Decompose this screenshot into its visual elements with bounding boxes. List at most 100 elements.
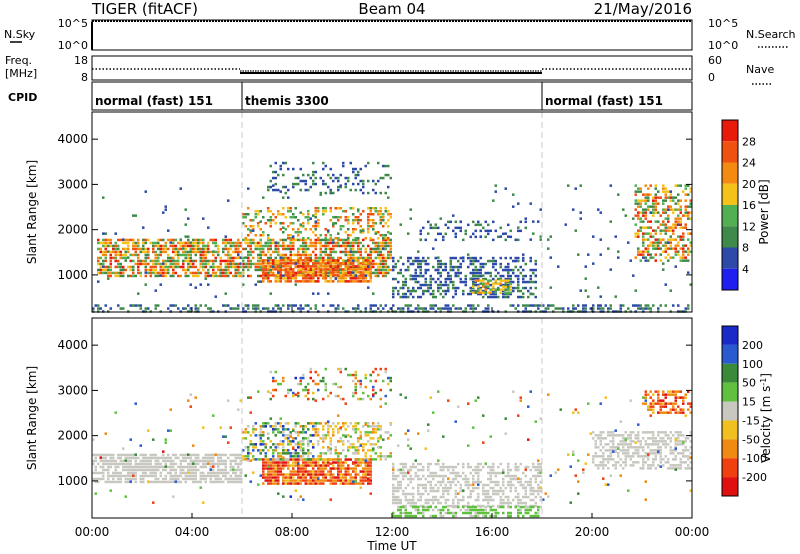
heat-cell bbox=[434, 268, 437, 272]
heat-cell bbox=[499, 495, 502, 499]
heat-cell bbox=[502, 292, 505, 296]
heat-cell bbox=[662, 190, 665, 193]
heat-cell bbox=[502, 283, 505, 287]
heat-cell bbox=[372, 222, 375, 225]
heat-cell bbox=[487, 307, 490, 310]
heat-cell bbox=[382, 225, 385, 228]
heat-cell bbox=[417, 492, 420, 496]
heat-cell bbox=[484, 483, 487, 487]
heat-cell bbox=[594, 455, 597, 458]
heat-cell bbox=[197, 274, 200, 278]
heat-cell bbox=[169, 477, 172, 481]
heat-cell bbox=[299, 223, 302, 226]
heat-cell bbox=[217, 480, 220, 484]
heat-cell bbox=[582, 307, 585, 310]
heat-cell bbox=[197, 462, 200, 466]
heat-cell bbox=[684, 256, 687, 259]
heat-cell bbox=[347, 473, 350, 476]
heat-cell bbox=[312, 455, 315, 458]
heat-cell bbox=[232, 459, 235, 463]
heat-cell bbox=[342, 434, 345, 437]
heat-cell bbox=[367, 470, 370, 473]
heat-cell bbox=[99, 271, 102, 275]
heat-cell bbox=[437, 268, 440, 272]
colorbar-swatch-4 bbox=[722, 205, 738, 227]
heat-cell bbox=[479, 508, 482, 512]
heat-cell bbox=[317, 268, 320, 271]
heat-cell bbox=[207, 247, 210, 251]
heat-cell bbox=[302, 470, 305, 473]
heat-cell bbox=[222, 271, 225, 275]
heat-cell bbox=[332, 461, 335, 464]
heat-cell bbox=[269, 280, 272, 283]
heat-cell bbox=[329, 458, 332, 461]
heat-cell bbox=[214, 274, 217, 278]
heat-cell bbox=[257, 274, 260, 278]
heat-cell bbox=[172, 259, 175, 262]
heat-cell bbox=[592, 304, 595, 307]
heat-cell bbox=[479, 256, 482, 260]
heat-cell bbox=[289, 262, 292, 265]
heat-cell bbox=[322, 440, 325, 443]
heat-cell bbox=[452, 280, 455, 284]
heat-cell bbox=[192, 471, 195, 475]
heat-cell bbox=[392, 501, 395, 505]
heat-cell bbox=[164, 205, 167, 208]
heat-cell bbox=[174, 238, 177, 242]
heat-cell bbox=[487, 280, 490, 284]
heat-cell bbox=[114, 256, 117, 260]
heat-cell bbox=[612, 449, 615, 452]
heat-cell bbox=[367, 458, 370, 461]
heat-cell bbox=[289, 482, 292, 485]
heat-cell bbox=[337, 176, 340, 180]
heat-cell bbox=[319, 455, 322, 458]
heat-cell bbox=[677, 241, 680, 244]
heat-cell bbox=[207, 283, 210, 286]
heat-cell bbox=[654, 259, 657, 262]
heat-cell bbox=[107, 277, 110, 280]
heat-cell bbox=[294, 443, 297, 446]
heat-cell bbox=[484, 235, 487, 239]
heat-cell bbox=[359, 262, 362, 265]
heat-cell bbox=[492, 220, 495, 224]
heat-cell bbox=[574, 187, 577, 190]
heat-cell bbox=[214, 295, 217, 298]
heat-cell bbox=[497, 286, 500, 290]
heat-cell bbox=[294, 216, 297, 219]
heat-cell bbox=[179, 468, 182, 472]
heat-cell bbox=[314, 434, 317, 437]
heat-cell bbox=[472, 286, 475, 290]
heat-cell bbox=[429, 277, 432, 281]
heat-cell bbox=[177, 241, 180, 245]
heat-cell bbox=[249, 262, 252, 266]
heat-cell bbox=[537, 508, 540, 512]
heat-cell bbox=[667, 217, 670, 220]
heat-cell bbox=[294, 437, 297, 440]
heat-cell bbox=[479, 468, 482, 472]
heat-cell bbox=[652, 304, 655, 307]
heat-cell bbox=[684, 250, 687, 253]
heat-cell bbox=[522, 483, 525, 487]
heat-cell bbox=[514, 489, 517, 493]
heat-cell bbox=[244, 237, 247, 240]
heat-cell bbox=[317, 467, 320, 470]
heat-cell bbox=[429, 274, 432, 278]
heat-cell bbox=[332, 482, 335, 485]
heat-cell bbox=[154, 271, 157, 275]
heat-cell bbox=[339, 280, 342, 283]
heat-cell bbox=[382, 164, 385, 168]
heat-cell bbox=[112, 247, 115, 251]
heat-cell bbox=[617, 193, 620, 196]
heat-cell bbox=[322, 265, 325, 268]
heat-cell bbox=[489, 495, 492, 499]
heat-cell bbox=[269, 458, 272, 461]
heat-cell bbox=[304, 256, 307, 260]
heat-cell bbox=[112, 474, 115, 478]
heat-cell bbox=[367, 213, 370, 216]
heat-cell bbox=[314, 304, 317, 307]
heat-cell bbox=[647, 238, 650, 241]
heat-cell bbox=[637, 217, 640, 220]
heat-cell bbox=[302, 443, 305, 446]
heat-cell bbox=[327, 458, 330, 461]
heat-cell bbox=[407, 483, 410, 487]
